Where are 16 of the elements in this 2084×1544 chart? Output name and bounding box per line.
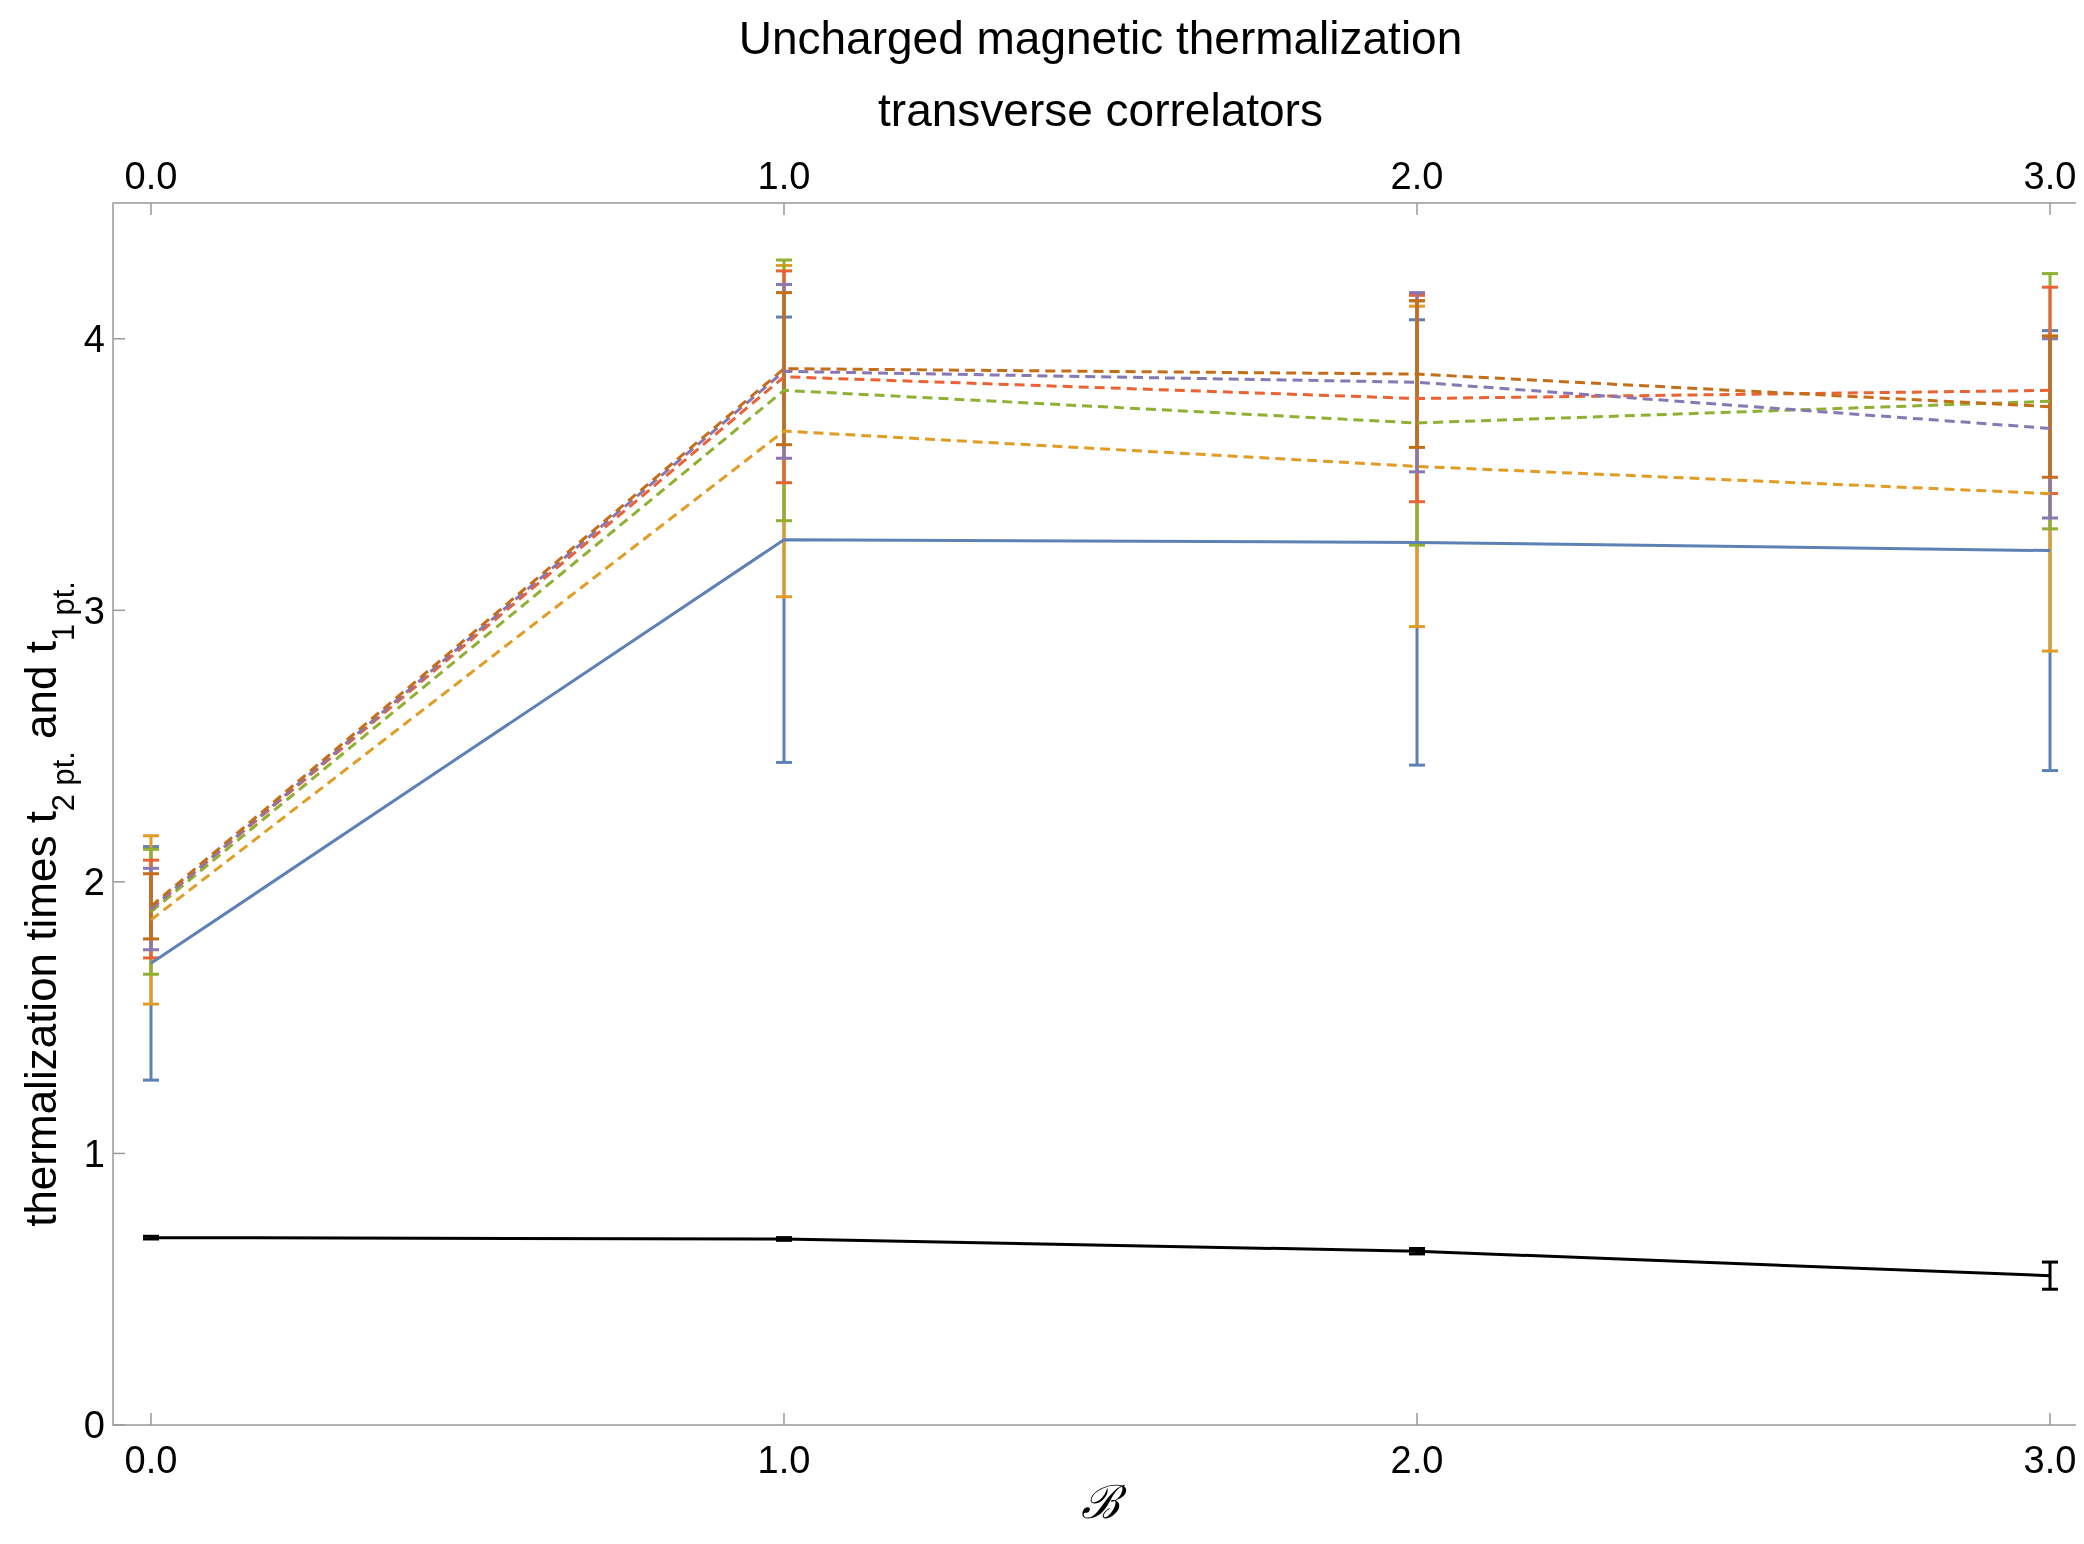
- y-tick-label: 2: [83, 861, 105, 904]
- y-tick-label: 0: [83, 1404, 105, 1447]
- x-tick-label: 3.0: [2023, 155, 2077, 197]
- x-tick-label: 0.0: [124, 155, 178, 197]
- x-tick-label: 1.0: [757, 155, 811, 197]
- x-axis-title: ℬ: [1081, 1475, 1127, 1529]
- chart-title: Uncharged magnetic thermalization: [738, 12, 1463, 64]
- x2-tick-label: 3.0: [2023, 1439, 2077, 1481]
- x-tick-label: 2.0: [1390, 155, 1444, 197]
- y-tick-label: 4: [83, 318, 105, 361]
- x2-tick-label: 0.0: [124, 1439, 178, 1481]
- y-tick-label: 1: [83, 1132, 105, 1175]
- x2-tick-label: 1.0: [757, 1439, 811, 1481]
- x2-tick-label: 2.0: [1390, 1439, 1444, 1481]
- chart-subtitle: transverse correlators: [878, 84, 1323, 136]
- y-tick-label: 3: [83, 589, 105, 632]
